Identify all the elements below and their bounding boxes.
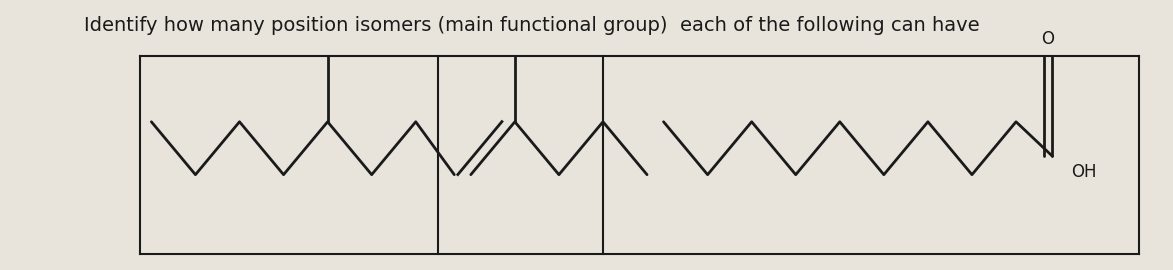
Text: OH: OH — [1071, 163, 1097, 181]
Text: Identify how many position isomers (main functional group)  each of the followin: Identify how many position isomers (main… — [83, 16, 979, 35]
Text: O: O — [1042, 30, 1055, 48]
